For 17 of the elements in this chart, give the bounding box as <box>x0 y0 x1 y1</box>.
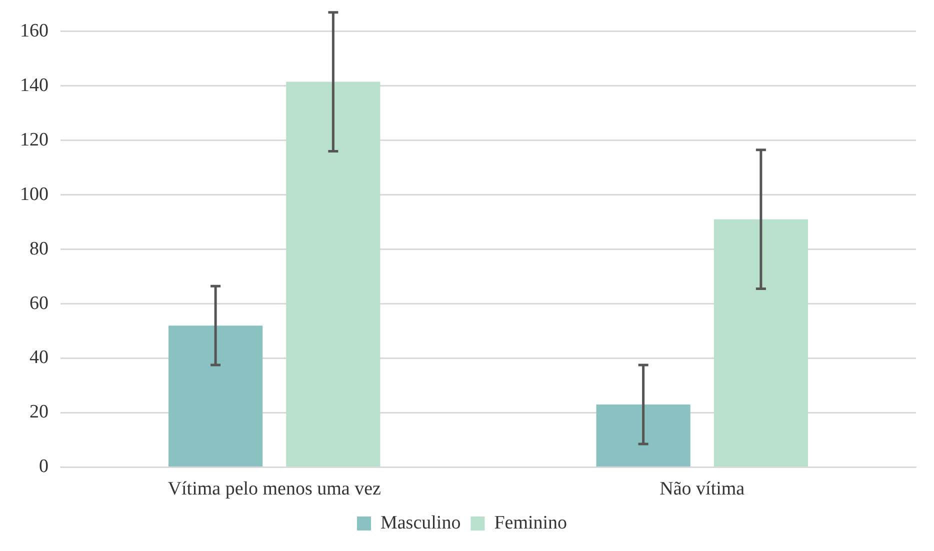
y-tick-label: 40 <box>30 347 48 368</box>
y-tick-label: 160 <box>20 20 48 42</box>
legend-label: Masculino <box>380 512 461 534</box>
y-tick-label: 140 <box>20 74 48 96</box>
y-tick-label: 120 <box>20 129 48 150</box>
y-tick-label: 80 <box>30 238 48 260</box>
bar <box>168 326 263 466</box>
x-tick-label: Não vítima <box>660 478 746 500</box>
y-tick-label: 100 <box>20 184 48 205</box>
y-tick-label: 20 <box>30 402 48 423</box>
y-tick-label: 60 <box>30 292 48 314</box>
y-tick-label: 0 <box>39 456 48 478</box>
bar <box>286 82 380 466</box>
x-tick-label: Vítima pelo menos uma vez <box>168 478 381 500</box>
legend-label: Feminino <box>494 512 568 534</box>
bar <box>596 404 690 466</box>
bar <box>714 219 808 466</box>
